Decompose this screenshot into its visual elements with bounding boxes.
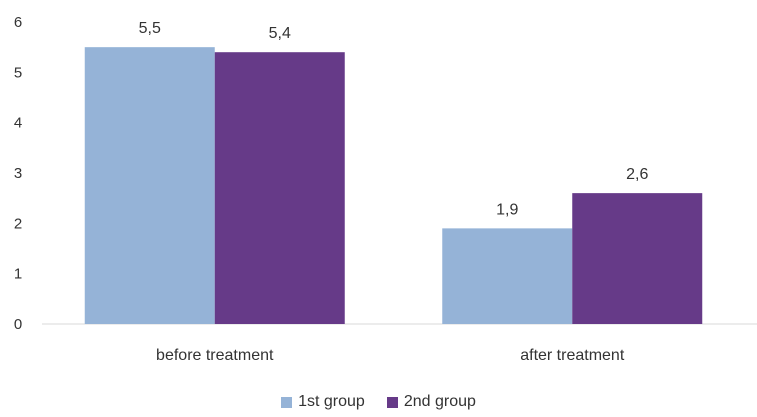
x-category-label: after treatment bbox=[520, 347, 625, 364]
legend-swatch bbox=[281, 396, 293, 408]
x-axis: before treatment after treatment bbox=[156, 347, 625, 364]
x-category-label: before treatment bbox=[156, 347, 274, 364]
y-tick-label: 4 bbox=[14, 115, 22, 132]
bars: 5,5 5,4 1,9 2,6 bbox=[84, 20, 703, 325]
legend: 1st group 2nd group bbox=[0, 393, 757, 411]
y-tick-label: 2 bbox=[14, 215, 22, 232]
y-tick-label: 5 bbox=[14, 64, 22, 81]
bar-group1-before bbox=[84, 47, 215, 325]
bar-group2-before bbox=[214, 52, 345, 324]
bar-chart: 0 1 2 3 4 5 6 5,5 5,4 1,9 2,6 before treatment aft… bbox=[14, 14, 757, 364]
data-label: 1,9 bbox=[496, 201, 518, 218]
bar-group1-after bbox=[442, 228, 573, 324]
y-tick-label: 1 bbox=[14, 266, 22, 283]
data-label: 5,5 bbox=[139, 20, 161, 37]
legend-label: 2nd group bbox=[403, 393, 476, 410]
bar-group2-after bbox=[572, 193, 703, 324]
data-label: 2,6 bbox=[626, 166, 648, 183]
legend-swatch bbox=[386, 396, 398, 408]
legend-item: 1st group bbox=[281, 393, 365, 411]
data-label: 5,4 bbox=[269, 25, 291, 42]
legend-item: 2nd group bbox=[386, 393, 476, 411]
y-tick-label: 6 bbox=[14, 14, 22, 31]
y-tick-label: 3 bbox=[14, 165, 22, 182]
legend-label: 1st group bbox=[298, 393, 365, 410]
y-tick-label: 0 bbox=[14, 316, 22, 333]
y-axis: 0 1 2 3 4 5 6 bbox=[14, 14, 22, 333]
